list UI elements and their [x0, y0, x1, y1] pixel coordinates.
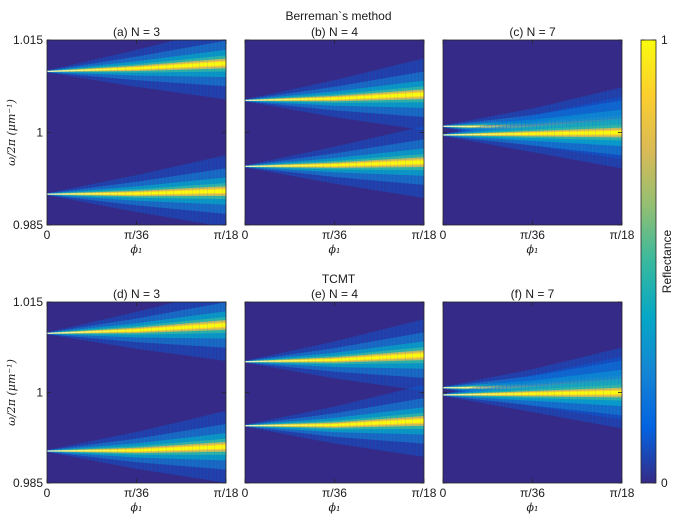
panel-title: (e) N = 4 — [311, 287, 358, 301]
x-axis-label: ϕ₁ — [527, 243, 539, 256]
x-tick-label: 0 — [44, 486, 51, 500]
section-title-berreman: Berreman`s method — [285, 9, 392, 23]
x-tick-label: π/36 — [520, 486, 545, 500]
heatmap-panel-1: 0 π/36 π/18 ϕ₁ (b) N = 4 — [242, 25, 437, 256]
heatmap-panel-5: 0 π/36 π/18 ϕ₁ (f) N = 7 — [440, 287, 635, 514]
colorbar: 1 0 Reflectance — [640, 33, 674, 490]
colorbar-label: Reflectance — [660, 229, 674, 293]
colorbar-tick-label: 0 — [661, 476, 668, 490]
x-tick-label: π/36 — [124, 228, 149, 242]
heatmap-background — [245, 40, 424, 225]
x-tick-label: 0 — [242, 228, 249, 242]
x-tick-label: π/36 — [520, 228, 545, 242]
x-tick-label: π/18 — [214, 228, 239, 242]
panel-title: (a) N = 3 — [113, 25, 160, 39]
y-tick-label: 0.985 — [13, 476, 43, 490]
heatmap-panel-3: 0 π/36 π/18 ϕ₁ 0.985 1 1.015 ω/2π (μm⁻¹) (d) N =… — [5, 287, 239, 514]
y-tick-label: 1 — [36, 126, 43, 140]
panel-title: (b) N = 4 — [311, 25, 358, 39]
x-tick-label: 0 — [242, 486, 249, 500]
x-tick-label: 0 — [44, 228, 51, 242]
heatmap-panel-4: 0 π/36 π/18 ϕ₁ (e) N = 4 — [242, 287, 437, 514]
x-tick-label: 0 — [440, 486, 447, 500]
y-tick-label: 1.015 — [13, 295, 43, 309]
x-tick-label: π/18 — [610, 486, 635, 500]
colorbar-gradient — [640, 39, 657, 484]
x-tick-label: π/18 — [412, 486, 437, 500]
x-tick-label: 0 — [440, 228, 447, 242]
x-tick-label: π/18 — [610, 228, 635, 242]
y-axis-label: ω/2π (μm⁻¹) — [5, 359, 18, 426]
y-axis-label: ω/2π (μm⁻¹) — [5, 99, 18, 166]
panel-title: (c) N = 7 — [509, 25, 556, 39]
x-tick-label: π/36 — [124, 486, 149, 500]
heatmap-background — [245, 302, 424, 483]
y-tick-label: 0.985 — [13, 218, 43, 232]
x-tick-label: π/36 — [322, 228, 347, 242]
x-tick-label: π/36 — [322, 486, 347, 500]
y-tick-label: 1 — [36, 386, 43, 400]
heatmap-panel-0: 0 π/36 π/18 ϕ₁ 0.985 1 1.015 ω/2π (μm⁻¹) (a) N =… — [5, 25, 239, 256]
x-axis-label: ϕ₁ — [527, 501, 539, 514]
y-tick-label: 1.015 — [13, 33, 43, 47]
heatmap-panel-2: 0 π/36 π/18 ϕ₁ (c) N = 7 — [440, 25, 635, 256]
x-axis-label: ϕ₁ — [131, 501, 143, 514]
x-tick-label: π/18 — [412, 228, 437, 242]
section-title-tcmt: TCMT — [321, 272, 356, 286]
x-axis-label: ϕ₁ — [329, 243, 341, 256]
x-tick-label: π/18 — [214, 486, 239, 500]
x-axis-label: ϕ₁ — [131, 243, 143, 256]
panel-title: (d) N = 3 — [113, 287, 160, 301]
x-axis-label: ϕ₁ — [329, 501, 341, 514]
colorbar-tick-label: 1 — [661, 33, 668, 47]
panel-title: (f) N = 7 — [511, 287, 555, 301]
